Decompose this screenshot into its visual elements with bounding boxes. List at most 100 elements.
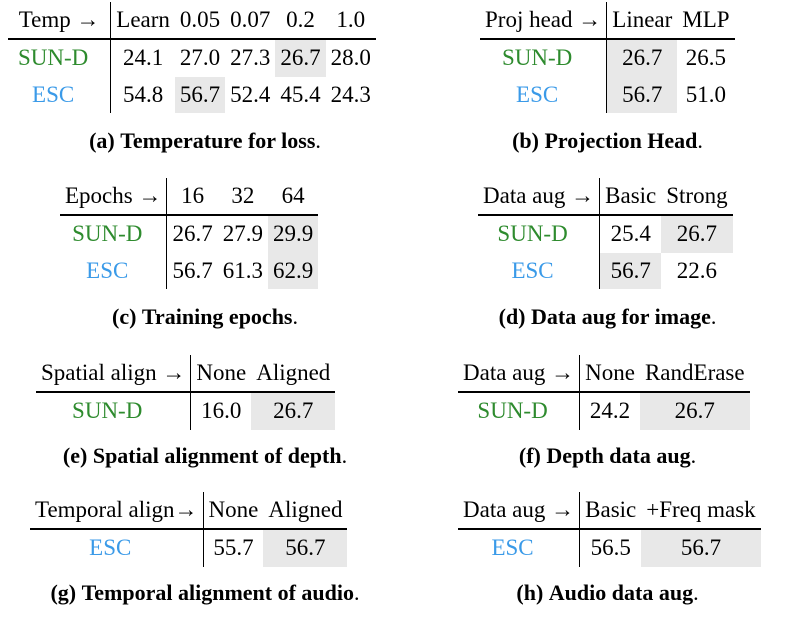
header-cell: None (579, 355, 640, 394)
header-cell: 32 (217, 178, 268, 217)
cell: 54.8 (122, 81, 164, 107)
header-cell: +Freq mask (641, 492, 761, 531)
caption-title: Data aug for image (531, 304, 711, 329)
caption-tag: (f) (518, 443, 541, 468)
header-cell: Basic (599, 178, 662, 217)
caption-d: (d) Data aug for image. (420, 304, 795, 330)
row-label-sun-d: SUN-D (8, 39, 112, 77)
header-cell: Aligned (251, 355, 336, 394)
table-row: ESC 54.8 56.7 52.4 45.4 24.3 (8, 76, 376, 114)
row-label-sun-d: SUN-D (36, 392, 192, 430)
cell: 24.1 (122, 45, 164, 71)
table-audio-data-aug: Data aug → Basic +Freq mask ESC 56.5 56.… (458, 492, 761, 567)
row-label-esc: ESC (8, 76, 112, 114)
caption-title: Audio data aug (548, 580, 694, 605)
header-cell: Strong (661, 178, 733, 217)
caption-tag: (h) (516, 580, 544, 605)
cell: 56.7 (172, 257, 213, 283)
table-temperature: Temp → Learn 0.05 0.07 0.2 1.0 SUN-D 24.… (8, 2, 376, 114)
cell: 55.7 (213, 535, 254, 561)
cell-highlighted: 29.9 (267, 215, 319, 253)
cell: 28.0 (330, 45, 371, 71)
row-label-esc: ESC (478, 252, 601, 290)
caption-title: Temperature for loss (120, 128, 316, 153)
cell-highlighted: 56.7 (263, 529, 348, 567)
header-label: Data aug → (458, 492, 581, 531)
header-label: Data aug → (458, 355, 581, 394)
cell-highlighted: 26.7 (661, 215, 733, 253)
table-row: SUN-D 26.7 26.5 (480, 39, 735, 77)
caption-tag: (g) (50, 580, 77, 605)
caption-tag: (c) (112, 304, 137, 329)
cell: 27.9 (222, 221, 263, 247)
cell-highlighted: 26.7 (639, 392, 750, 430)
header-cell: Learn (110, 2, 175, 41)
header-cell: Basic (579, 492, 642, 531)
cell-highlighted: 26.7 (275, 39, 326, 77)
caption-title: Projection Head (544, 128, 698, 153)
cell: 27.3 (230, 45, 271, 71)
cell: 56.5 (590, 535, 631, 561)
table-depth-data-aug: Data aug → None RandErase SUN-D 24.2 26.… (458, 355, 750, 430)
table-row: ESC 56.7 61.3 62.9 (60, 252, 319, 290)
header-cell: 1.0 (325, 2, 376, 41)
header-cell: 0.07 (225, 2, 276, 41)
header-label: Temporal align→ (30, 492, 204, 531)
table-row: ESC 55.7 56.7 (30, 529, 348, 567)
table-row: SUN-D 24.2 26.7 (458, 392, 750, 430)
caption-b: (b) Projection Head. (420, 128, 795, 154)
header-cell: RandErase (639, 355, 750, 394)
table-spatial-alignment: Spatial align → None Aligned SUN-D 16.0 … (36, 355, 336, 430)
header-cell: None (190, 355, 252, 394)
caption-period: . (292, 304, 298, 329)
header-label: Temp → (8, 2, 112, 41)
cell-highlighted: 56.7 (641, 529, 761, 567)
table-temporal-alignment: Temporal align→ None Aligned ESC 55.7 56… (30, 492, 348, 567)
cell: 24.3 (330, 81, 371, 107)
row-label-esc: ESC (60, 252, 168, 290)
cell-highlighted: 56.7 (174, 76, 226, 114)
caption-h: (h) Audio data aug. (420, 580, 795, 606)
table-row: SUN-D 26.7 27.9 29.9 (60, 215, 319, 253)
header-label: Spatial align → (36, 355, 192, 394)
caption-e: (e) Spatial alignment of depth. (0, 443, 410, 469)
cell: 52.4 (230, 81, 271, 107)
caption-a: (a) Temperature for loss. (0, 128, 410, 154)
caption-period: . (697, 128, 703, 153)
caption-f: (f) Depth data aug. (420, 443, 795, 469)
table-image-data-aug: Data aug → Basic Strong SUN-D 25.4 26.7 … (478, 178, 733, 290)
caption-period: . (693, 580, 699, 605)
header-cell: MLP (677, 2, 735, 41)
cell-highlighted: 56.7 (599, 252, 662, 290)
caption-period: . (690, 443, 697, 468)
cell: 26.5 (685, 45, 727, 71)
row-label-sun-d: SUN-D (60, 215, 168, 253)
header-cell: None (203, 492, 264, 531)
table-row: SUN-D 25.4 26.7 (478, 215, 733, 253)
row-label-esc: ESC (480, 76, 608, 114)
caption-title: Spatial alignment of depth (92, 443, 342, 468)
cell: 51.0 (685, 81, 727, 107)
table-row: ESC 56.5 56.7 (458, 529, 761, 567)
cell: 27.0 (179, 45, 221, 71)
table-projection-head: Proj head → Linear MLP SUN-D 26.7 26.5 E… (480, 2, 735, 114)
caption-title: Depth data aug (546, 443, 691, 468)
header-cell: Aligned (263, 492, 348, 531)
cell-highlighted: 56.7 (606, 76, 678, 114)
table-row: ESC 56.7 22.6 (478, 252, 733, 290)
header-cell: 0.2 (275, 2, 326, 41)
caption-c: (c) Training epochs. (0, 304, 410, 330)
table-training-epochs: Epochs → 16 32 64 SUN-D 26.7 27.9 29.9 E… (60, 178, 319, 290)
caption-period: . (354, 580, 360, 605)
header-label: Data aug → (478, 178, 601, 217)
cell: 24.2 (589, 398, 631, 424)
header-cell: Linear (606, 2, 678, 41)
cell-highlighted: 62.9 (267, 252, 319, 290)
caption-tag: (e) (62, 443, 88, 468)
row-label-sun-d: SUN-D (478, 215, 601, 253)
caption-title: Temporal alignment of audio (81, 580, 355, 605)
caption-period: . (341, 443, 348, 468)
cell: 45.4 (280, 81, 321, 107)
row-label-sun-d: SUN-D (480, 39, 608, 77)
caption-tag: (a) (89, 128, 115, 153)
